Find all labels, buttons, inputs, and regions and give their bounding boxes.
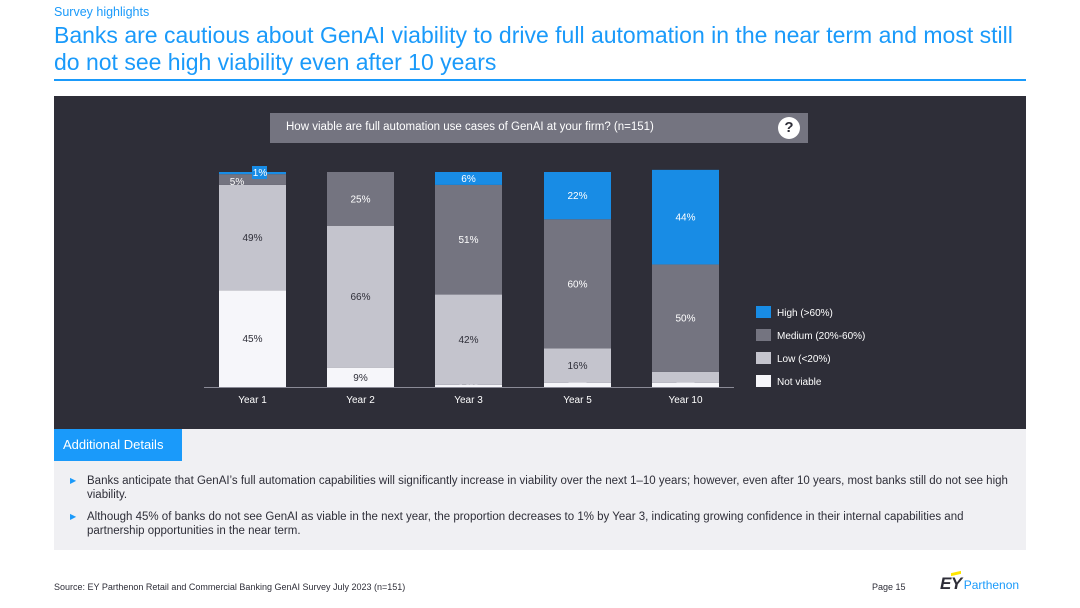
details-list: ▶ Banks anticipate that GenAI’s full auto… xyxy=(70,474,1010,546)
bar-high xyxy=(435,172,502,185)
details-panel xyxy=(54,429,1026,550)
help-icon[interactable]: ? xyxy=(778,117,800,139)
list-item: ▶ Although 45% of banks do not see GenAI … xyxy=(70,510,1010,538)
legend-swatch-high xyxy=(756,306,771,318)
legend-swatch-low xyxy=(756,352,771,364)
x-tick-label: Year 5 xyxy=(563,395,592,406)
data-label: 25% xyxy=(350,194,370,205)
page-title: Banks are cautious about GenAI viability… xyxy=(54,22,1013,75)
x-tick-label: Year 10 xyxy=(668,395,703,406)
legend-label: Low (<20%) xyxy=(777,354,831,365)
data-label: 42% xyxy=(458,335,478,346)
bar-low xyxy=(435,294,502,385)
bullet-arrow-icon: ▶ xyxy=(70,476,77,485)
bar-medium xyxy=(544,219,611,349)
x-tick-label: Year 3 xyxy=(454,395,483,406)
data-label: 9% xyxy=(353,373,368,384)
data-label: 1% xyxy=(253,168,268,179)
data-label: 44% xyxy=(675,213,695,224)
bullet-text: Although 45% of banks do not see GenAI a… xyxy=(87,511,964,537)
section-kicker: Survey highlights xyxy=(54,5,150,19)
question-banner: How viable are full automation use cases… xyxy=(270,113,808,143)
legend-swatch-not_viable xyxy=(756,375,771,387)
bar-high xyxy=(652,169,719,265)
bar-not_viable xyxy=(219,290,286,387)
data-label: 45% xyxy=(242,334,262,345)
bar-low xyxy=(652,371,719,383)
data-label: 60% xyxy=(567,279,587,290)
data-label: 5% xyxy=(230,177,245,188)
data-label: 49% xyxy=(242,233,262,244)
bar-not_viable xyxy=(652,382,719,387)
data-label: 51% xyxy=(458,235,478,246)
bar-medium xyxy=(327,172,394,226)
data-label: 66% xyxy=(350,292,370,303)
bar-medium xyxy=(219,174,286,185)
bar-low xyxy=(219,184,286,291)
bar-low xyxy=(544,348,611,383)
legend-label: Not viable xyxy=(777,377,822,388)
x-tick-label: Year 1 xyxy=(238,395,267,406)
data-label: 6% xyxy=(461,174,476,185)
additional-details-tab[interactable]: Additional Details xyxy=(54,429,182,461)
title-divider xyxy=(54,79,1026,81)
data-label-box xyxy=(252,166,267,179)
data-label: 22% xyxy=(567,191,587,202)
logo-parthenon-text: Parthenon xyxy=(963,578,1020,592)
data-label: 16% xyxy=(567,361,587,372)
legend-label: High (>60%) xyxy=(777,308,833,319)
x-tick-label: Year 2 xyxy=(346,395,375,406)
bar-medium xyxy=(435,184,502,295)
source-note: Source: EY Parthenon Retail and Commerci… xyxy=(54,582,406,592)
question-text: How viable are full automation use cases… xyxy=(286,121,654,133)
bar-not_viable xyxy=(327,367,394,387)
bar-not_viable xyxy=(544,382,611,387)
bar-high xyxy=(544,172,611,220)
logo-ey-text: EY xyxy=(940,574,962,593)
bullet-text: Banks anticipate that GenAI’s full autom… xyxy=(87,475,1008,501)
legend-swatch-medium xyxy=(756,329,771,341)
bullet-arrow-icon: ▶ xyxy=(70,512,77,521)
list-item: ▶ Banks anticipate that GenAI’s full auto… xyxy=(70,474,1010,502)
data-label: 50% xyxy=(675,314,695,325)
stacked-bar-chart: 45%49%5%1%Year 19%66%25%Year 21%42%51%6%… xyxy=(204,166,865,406)
bar-low xyxy=(327,225,394,368)
page-number: Page 15 xyxy=(872,582,906,592)
legend-label: Medium (20%-60%) xyxy=(777,331,865,342)
bar-medium xyxy=(652,264,719,372)
chart-panel: How viable are full automation use cases… xyxy=(54,96,1026,429)
ey-parthenon-logo: EY Parthenon xyxy=(940,570,1020,594)
